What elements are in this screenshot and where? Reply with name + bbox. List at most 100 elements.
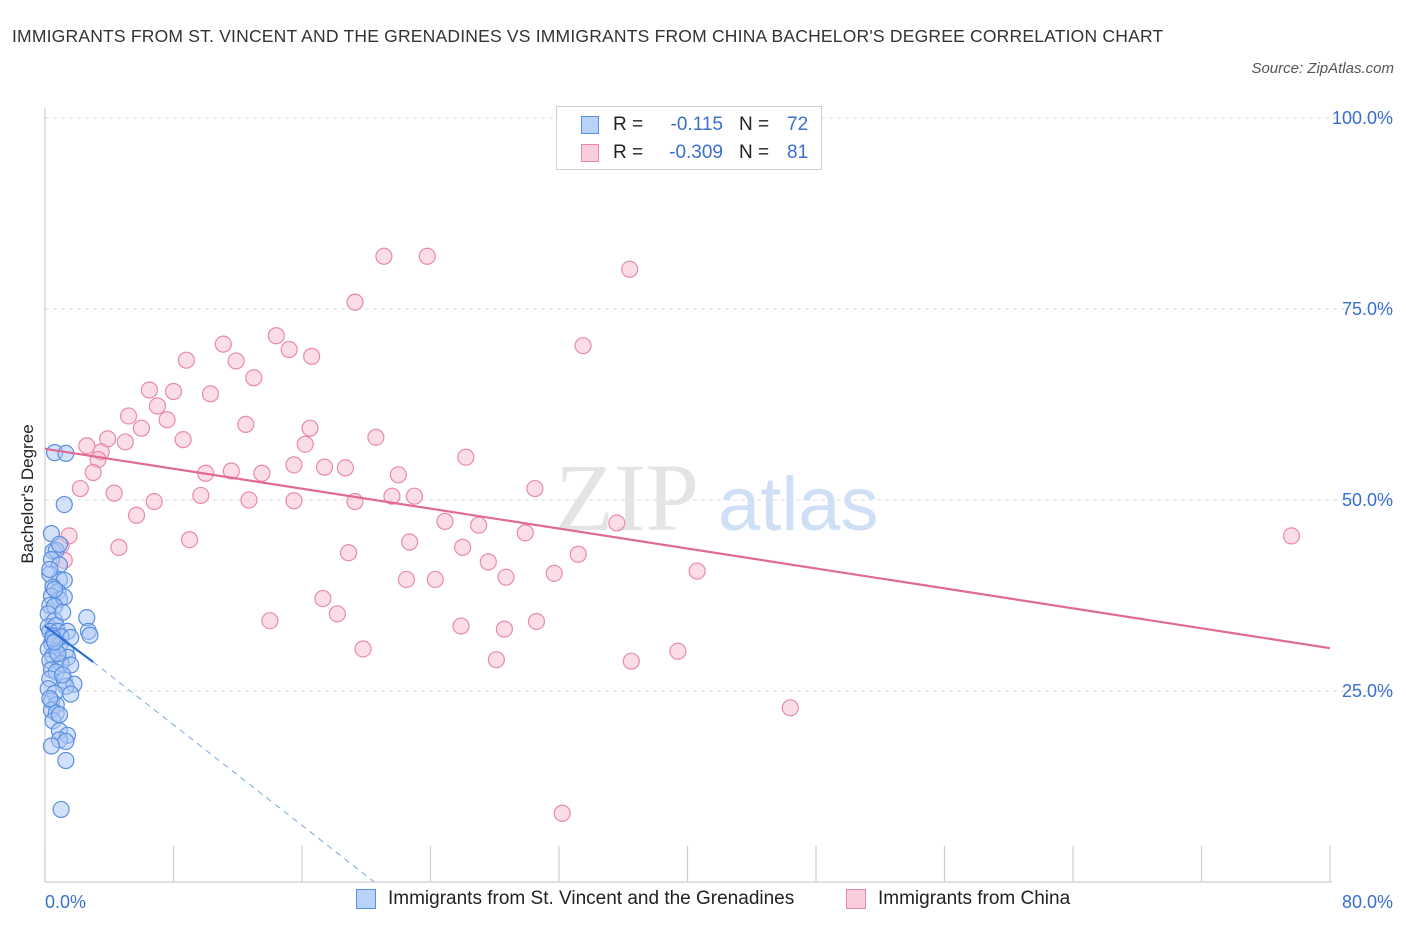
x-tick-label: 80.0% — [1342, 892, 1393, 912]
china-point — [116, 433, 134, 451]
y-tick-label: 25.0% — [1342, 681, 1393, 701]
china-point — [436, 512, 454, 530]
legend-row-china: R = -0.309 N = 81 — [581, 139, 808, 167]
china-point — [1282, 527, 1301, 545]
china-point — [285, 456, 303, 474]
china-point — [237, 415, 255, 433]
st-vincent-point — [54, 603, 72, 621]
china-point — [569, 545, 587, 563]
china-point — [526, 479, 544, 498]
x-tick-label: 0.0% — [45, 892, 86, 912]
china-point — [608, 514, 626, 532]
china-point — [389, 466, 407, 484]
china-point — [688, 562, 706, 580]
china-point — [669, 642, 687, 660]
china-point — [516, 524, 534, 542]
china-point — [303, 347, 321, 365]
china-point — [367, 428, 385, 446]
legend-label: Immigrants from St. Vincent and the Gren… — [388, 888, 795, 909]
china-point — [222, 462, 240, 480]
st-vincent-point — [62, 685, 80, 703]
st-vincent-point — [57, 751, 75, 770]
y-tick-label: 50.0% — [1342, 490, 1393, 510]
china-point — [214, 335, 232, 353]
china-point — [119, 407, 138, 425]
china-point — [497, 568, 515, 586]
china-point — [527, 612, 546, 631]
st-vincent-point — [57, 732, 75, 751]
china-point — [622, 652, 640, 670]
legend-item-china: Immigrants from China — [846, 888, 1070, 910]
chart-title: IMMIGRANTS FROM ST. VINCENT AND THE GREN… — [12, 26, 1164, 46]
china-point — [301, 419, 319, 437]
china-point — [328, 605, 346, 623]
correlation-legend: R = -0.115 N = 72 R = -0.309 N = 81 — [556, 106, 822, 170]
y-tick-label: 75.0% — [1342, 299, 1393, 319]
y-tick-label: 100.0% — [1332, 108, 1393, 128]
st-vincent-point — [54, 666, 72, 684]
china-trend-line — [44, 447, 1331, 650]
r-value: -0.115 — [670, 114, 723, 135]
legend-swatch-pink — [846, 889, 866, 909]
series-st-vincent-points — [39, 444, 99, 819]
legend-item-st-vincent: Immigrants from St. Vincent and the Gren… — [356, 888, 794, 910]
n-label: N = — [739, 114, 770, 135]
legend-label: Immigrants from China — [878, 888, 1071, 909]
china-point — [553, 804, 571, 822]
r-value: -0.309 — [669, 142, 723, 163]
china-point — [78, 437, 96, 455]
china-point — [454, 538, 472, 556]
series-legend: Immigrants from St. Vincent and the Gren… — [0, 888, 1406, 916]
legend-row-st-vincent: R = -0.115 N = 72 — [581, 111, 808, 139]
china-point — [127, 506, 146, 524]
legend-swatch-blue — [356, 889, 376, 909]
china-point — [240, 491, 258, 509]
china-point — [479, 553, 497, 571]
china-point — [781, 699, 799, 717]
china-point — [621, 260, 639, 278]
china-point — [383, 487, 401, 505]
trend-lines — [44, 447, 1331, 883]
st-vincent-point — [50, 706, 69, 724]
st-vincent-point — [41, 690, 59, 708]
st-vincent-point — [52, 800, 70, 819]
china-point — [174, 431, 192, 449]
n-value: 72 — [787, 114, 809, 135]
china-point — [84, 463, 102, 482]
china-point — [296, 435, 314, 453]
china-point — [315, 458, 334, 476]
china-point — [132, 419, 150, 437]
series-china-points — [52, 247, 1301, 822]
china-point — [201, 385, 220, 403]
china-point — [253, 464, 271, 482]
china-point — [314, 589, 332, 608]
china-point — [261, 612, 279, 630]
st-vincent-point — [46, 580, 64, 598]
watermark-zip: ZIP — [555, 444, 699, 551]
china-point — [346, 293, 364, 311]
china-point — [105, 484, 123, 502]
grid — [45, 117, 1392, 692]
china-point — [418, 247, 436, 265]
china-point — [145, 492, 163, 511]
china-point — [354, 640, 372, 658]
china-point — [457, 448, 475, 466]
china-point — [397, 570, 416, 589]
axes — [44, 108, 1332, 883]
watermark-atlas: atlas — [718, 462, 879, 547]
st-vincent-point — [41, 560, 59, 579]
china-point — [426, 570, 444, 589]
n-label: N = — [739, 142, 770, 163]
china-point — [401, 533, 419, 551]
china-point — [180, 531, 199, 549]
y-axis-label: Bachelor's Degree — [18, 424, 37, 563]
china-point — [336, 459, 354, 477]
st-vincent-point — [50, 535, 69, 553]
tick-labels: 25.0% 50.0% 75.0% 100.0% 0.0% 80.0% — [45, 108, 1393, 912]
china-point — [339, 544, 358, 562]
china-point — [148, 397, 167, 415]
st-vincent-trend-line — [44, 625, 94, 663]
china-point — [110, 538, 128, 556]
china-point — [227, 352, 245, 370]
